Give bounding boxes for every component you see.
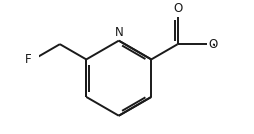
Text: O: O (208, 38, 217, 51)
Text: F: F (25, 53, 32, 66)
Text: N: N (114, 26, 123, 39)
Text: O: O (173, 2, 182, 15)
